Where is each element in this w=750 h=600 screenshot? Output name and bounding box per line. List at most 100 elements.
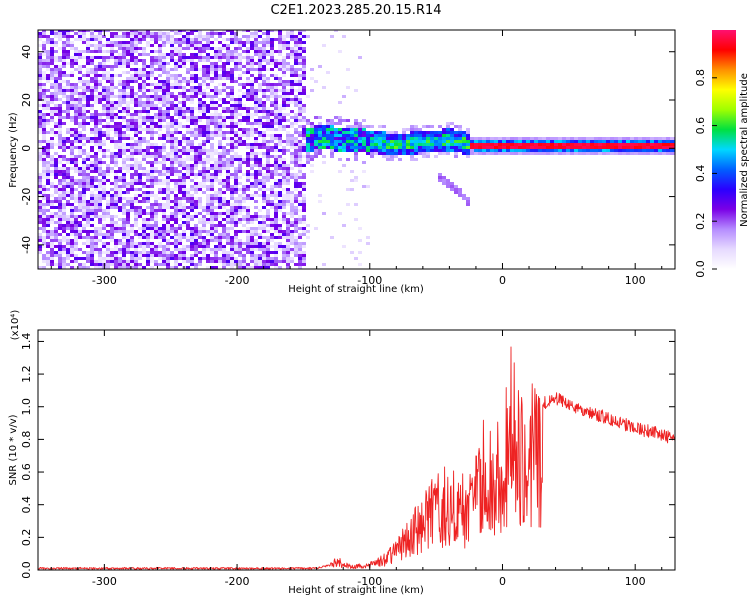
heatmap-cell — [150, 95, 154, 98]
heatmap-cell — [46, 56, 50, 59]
heatmap-cell — [130, 209, 134, 212]
heatmap-cell — [70, 146, 74, 149]
heatmap-cell — [90, 56, 94, 59]
heatmap-cell — [50, 242, 54, 245]
heatmap-cell — [198, 236, 202, 239]
heatmap-cell — [102, 149, 106, 152]
heatmap-cell — [38, 65, 42, 68]
heatmap-cell — [122, 101, 126, 104]
heatmap-cell — [206, 137, 210, 140]
heatmap-cell — [114, 95, 118, 98]
heatmap-cell — [90, 260, 94, 263]
heatmap-cell — [158, 179, 162, 182]
heatmap-cell — [298, 98, 302, 101]
heatmap-cell — [666, 152, 670, 155]
heatmap-cell — [110, 74, 114, 77]
heatmap-cell — [222, 251, 226, 254]
heatmap-cell — [406, 143, 410, 146]
heatmap-cell — [354, 155, 358, 158]
heatmap-cell — [294, 74, 298, 77]
heatmap-cell — [182, 95, 186, 98]
heatmap-cell — [154, 50, 158, 53]
heatmap-cell — [118, 59, 122, 62]
heatmap-cell — [346, 137, 350, 140]
heatmap-cell — [38, 245, 42, 248]
heatmap-cell — [190, 173, 194, 176]
heatmap-cell — [254, 53, 258, 56]
heatmap-cell — [262, 218, 266, 221]
heatmap-cell — [558, 149, 562, 152]
heatmap-cell — [222, 119, 226, 122]
heatmap-cell — [238, 212, 242, 215]
heatmap-cell — [314, 155, 318, 158]
heatmap-cell — [302, 245, 306, 248]
heatmap-cell — [206, 221, 210, 224]
heatmap-cell — [234, 62, 238, 65]
heatmap-cell — [110, 197, 114, 200]
heatmap-cell — [238, 113, 242, 116]
heatmap-cell — [82, 50, 86, 53]
heatmap-cell — [258, 266, 262, 269]
heatmap-cell — [134, 35, 138, 38]
heatmap-cell — [74, 107, 78, 110]
heatmap-cell — [106, 266, 110, 269]
heatmap-cell — [210, 149, 214, 152]
heatmap-cell — [114, 50, 118, 53]
heatmap-cell — [234, 176, 238, 179]
heatmap-cell — [114, 176, 118, 179]
heatmap-cell — [218, 206, 222, 209]
heatmap-cell — [158, 137, 162, 140]
heatmap-cell — [78, 146, 82, 149]
heatmap-cell — [186, 227, 190, 230]
heatmap-cell — [86, 242, 90, 245]
heatmap-cell — [38, 80, 42, 83]
heatmap-cell — [178, 92, 182, 95]
heatmap-cell — [78, 140, 82, 143]
heatmap-cell — [178, 41, 182, 44]
heatmap-cell — [246, 227, 250, 230]
heatmap-cell — [318, 134, 322, 137]
heatmap-cell — [194, 254, 198, 257]
heatmap-cell — [54, 80, 58, 83]
heatmap-cell — [534, 149, 538, 152]
heatmap-cell — [150, 68, 154, 71]
heatmap-cell — [114, 131, 118, 134]
heatmap-cell — [90, 176, 94, 179]
heatmap-cell — [130, 56, 134, 59]
heatmap-cell — [106, 251, 110, 254]
heatmap-cell — [306, 119, 310, 122]
heatmap-cell — [90, 182, 94, 185]
heatmap-cell — [202, 182, 206, 185]
heatmap-cell — [282, 140, 286, 143]
heatmap-cell — [126, 119, 130, 122]
heatmap-cell — [246, 30, 250, 32]
heatmap-cell — [190, 30, 194, 32]
heatmap-cell — [58, 191, 62, 194]
heatmap-cell — [534, 137, 538, 140]
heatmap-cell — [230, 191, 234, 194]
heatmap-cell — [414, 128, 418, 131]
heatmap-cell — [38, 131, 42, 134]
heatmap-cell — [190, 128, 194, 131]
heatmap-cell — [430, 140, 434, 143]
heatmap-cell — [122, 245, 126, 248]
heatmap-cell — [266, 161, 270, 164]
heatmap-cell — [618, 137, 622, 140]
heatmap-cell — [138, 140, 142, 143]
heatmap-cell — [270, 92, 274, 95]
heatmap-cell — [154, 146, 158, 149]
heatmap-cell — [590, 149, 594, 152]
heatmap-cell — [326, 134, 330, 137]
heatmap-cell — [206, 125, 210, 128]
heatmap-cell — [74, 161, 78, 164]
heatmap-cell — [554, 152, 558, 155]
heatmap-cell — [354, 125, 358, 128]
heatmap-cell — [46, 221, 50, 224]
heatmap-cell — [338, 146, 342, 149]
heatmap-cell — [114, 107, 118, 110]
snr-y-tick-label: 1.2 — [20, 365, 33, 383]
heatmap-cell — [310, 158, 314, 161]
heatmap-cell — [138, 152, 142, 155]
heatmap-cell — [98, 239, 102, 242]
heatmap-cell — [118, 179, 122, 182]
